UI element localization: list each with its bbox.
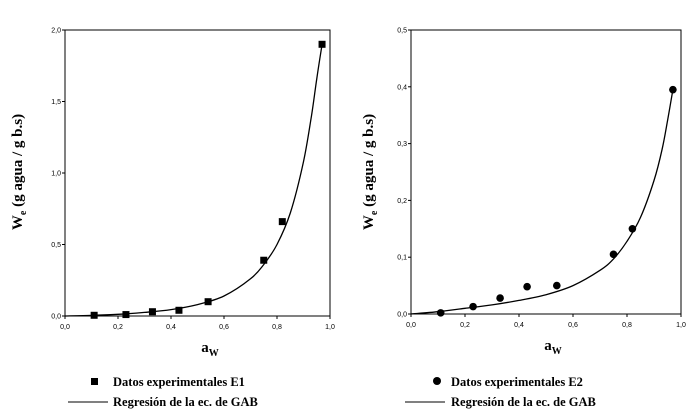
legend-e1: Datos experimentales E1 Regresión de la … [68, 375, 258, 409]
y-tick-label: 0,1 [397, 255, 407, 262]
y-tick-label: 1,5 [51, 99, 61, 106]
x-tick-label: 0,0 [406, 322, 416, 329]
x-tick-label: 0,6 [568, 322, 578, 329]
x-tick-label: 0,2 [460, 322, 470, 329]
data-point [278, 218, 286, 226]
chart-e1-x-ticks: 0,0 0,2 0,4 0,6 0,8 1,0 [60, 316, 335, 331]
data-point [669, 85, 677, 94]
chart-e2-gab-curve [410, 89, 674, 315]
y-tick-label: 0,2 [397, 198, 407, 205]
data-point [175, 306, 183, 314]
data-point [122, 311, 130, 319]
data-point [609, 250, 618, 259]
data-point [496, 294, 504, 302]
y-tick-label: 1,0 [51, 171, 61, 178]
legend-e1-data-label: Datos experimentales E1 [113, 375, 245, 389]
data-point [148, 308, 156, 316]
chart-e2: 0,0 0,2 0,4 0,6 0,8 1,0 0,0 0,1 0,2 0,3 0,4 0,5 aW… [361, 28, 686, 358]
chart-e1-y-ticks: 0,0 0,5 1,0 1,5 2,0 [51, 28, 65, 321]
chart-e2-x-axis-label: aW [544, 338, 562, 357]
y-tick-label: 0,0 [397, 312, 407, 319]
data-point [436, 309, 445, 317]
data-point [318, 40, 326, 48]
y-tick-label: 0,4 [397, 84, 407, 91]
x-tick-label: 0,4 [166, 324, 176, 331]
legend-e1-fit-label: Regresión de la ec. de GAB [113, 395, 258, 409]
legend-e2-circle-marker [433, 377, 441, 385]
x-tick-label: 0,2 [113, 324, 123, 331]
chart-e1: 0,0 0,2 0,4 0,6 0,8 1,0 0,0 0,5 1,0 1,5 2,0 aW We… [10, 28, 335, 360]
data-point [260, 256, 268, 264]
x-tick-label: 0,6 [219, 324, 229, 331]
x-tick-label: 1,0 [676, 322, 686, 329]
y-tick-label: 0,3 [397, 141, 407, 148]
chart-e2-points [436, 85, 677, 317]
chart-e1-plot-frame [64, 29, 331, 317]
chart-e2-y-axis-label: We (g agua / g b.s) [361, 114, 380, 230]
legend-e2-data-label: Datos experimentales E2 [451, 375, 583, 389]
chart-e1-gab-curve [64, 44, 323, 317]
chart-e2-y-ticks: 0,0 0,1 0,2 0,3 0,4 0,5 [397, 28, 411, 319]
legend-e2-fit-label: Regresión de la ec. de GAB [451, 395, 596, 409]
legend-e2: Datos experimentales E2 Regresión de la … [405, 375, 596, 409]
x-tick-label: 0,0 [60, 324, 70, 331]
data-point [523, 282, 531, 291]
y-tick-label: 2,0 [51, 28, 61, 35]
y-tick-label: 0,5 [397, 28, 407, 35]
chart-e2-x-ticks: 0,0 0,2 0,4 0,6 0,8 1,0 [406, 314, 686, 329]
data-point [553, 281, 561, 290]
data-point [204, 298, 212, 306]
legend-e1-square-marker [91, 378, 98, 385]
x-tick-label: 0,8 [622, 322, 632, 329]
chart-e1-points [90, 40, 326, 319]
x-tick-label: 0,8 [272, 324, 282, 331]
chart-e1-x-axis-label: aW [201, 340, 219, 359]
x-tick-label: 1,0 [325, 324, 335, 331]
data-point [469, 302, 477, 311]
y-tick-label: 0,5 [51, 242, 61, 249]
x-tick-label: 0,4 [514, 322, 524, 329]
chart-e2-plot-frame [410, 29, 682, 315]
y-tick-label: 0,0 [51, 314, 61, 321]
chart-e1-y-axis-label: We (g agua / g b.s) [10, 114, 29, 230]
data-point [90, 311, 98, 319]
data-point [628, 225, 637, 233]
